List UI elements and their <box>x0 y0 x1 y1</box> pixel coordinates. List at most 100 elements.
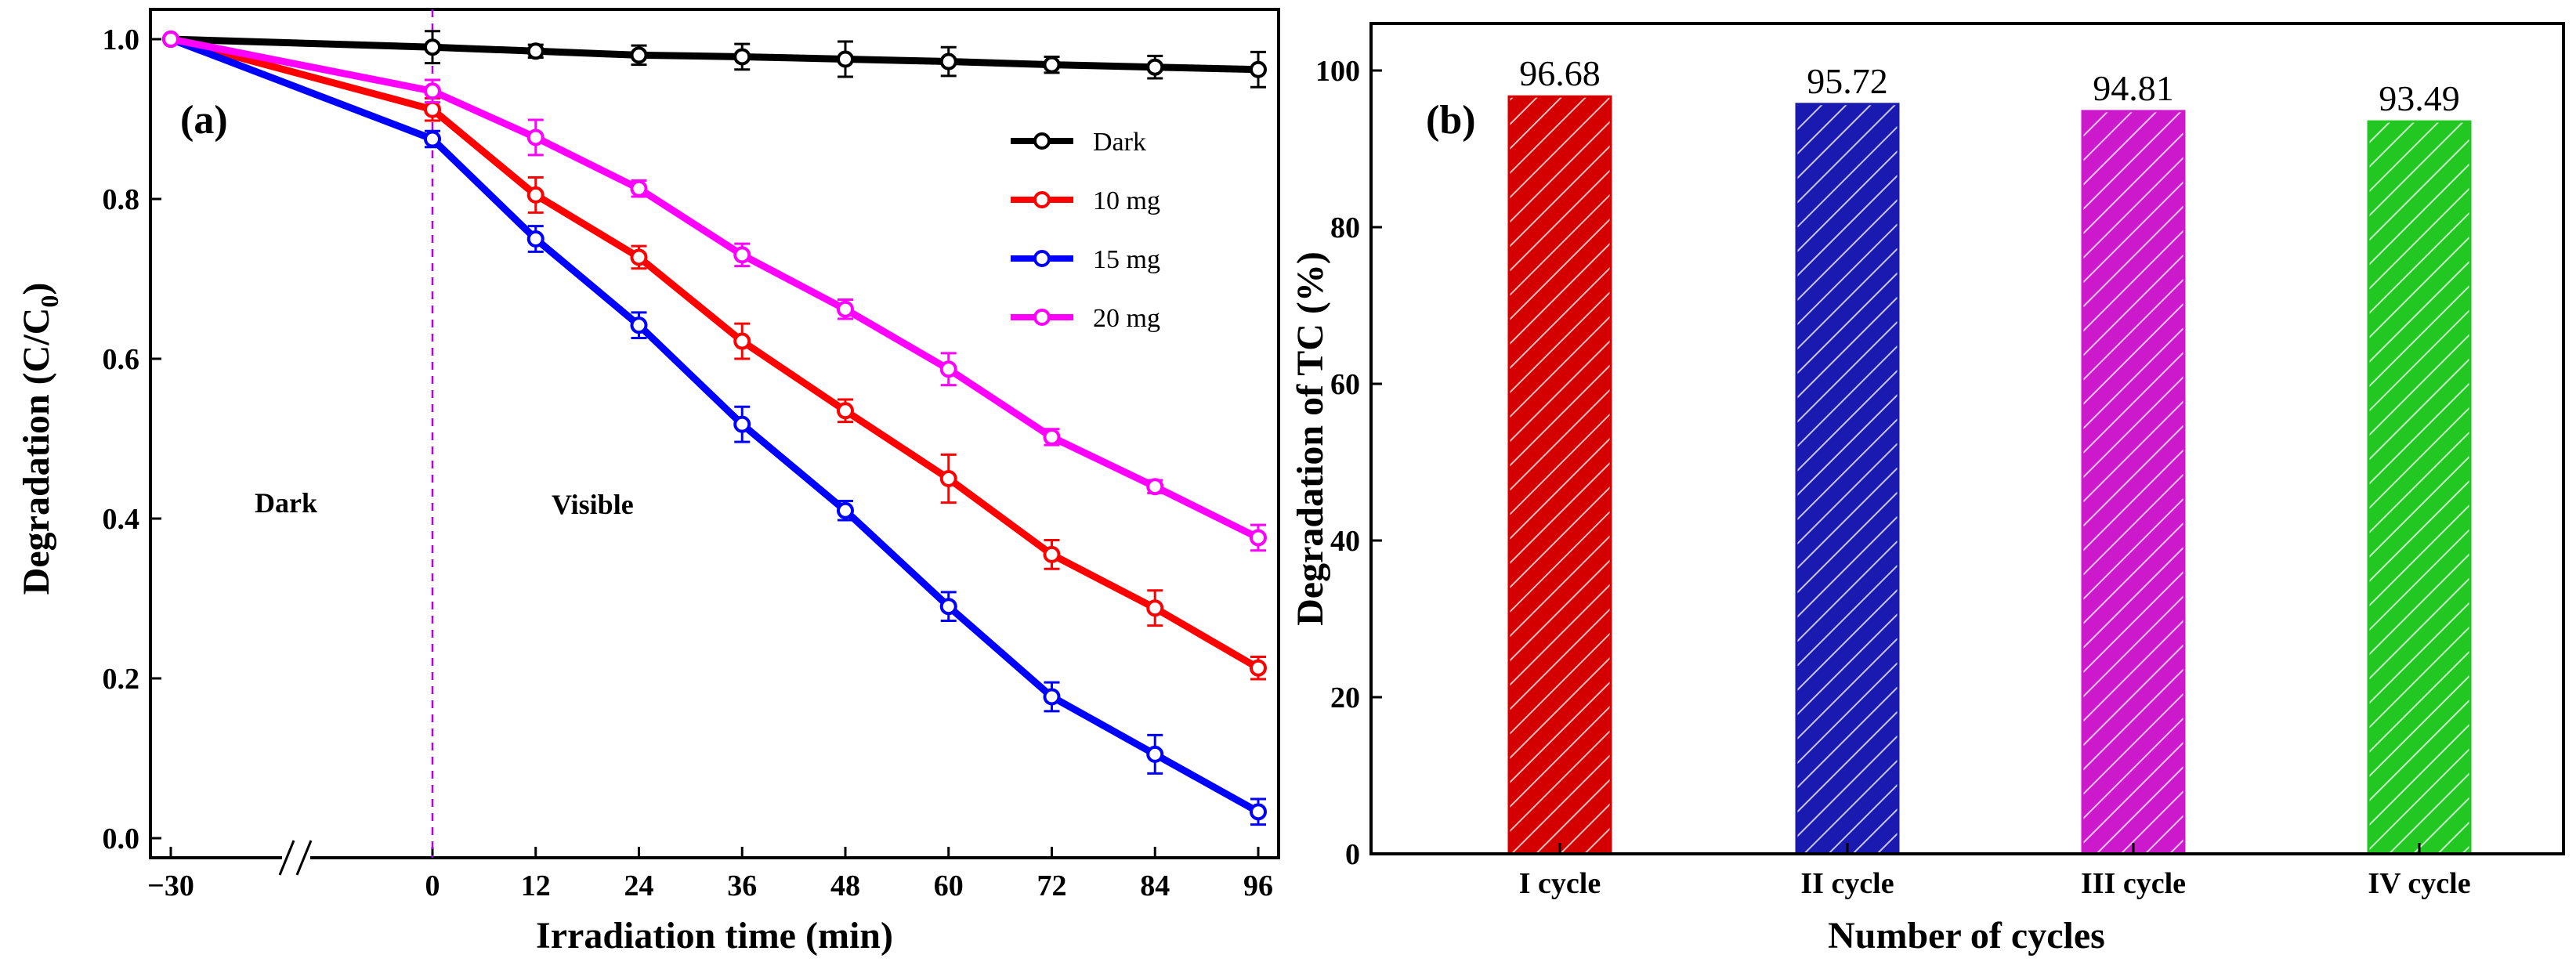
y-tick-label: 0.8 <box>103 183 140 216</box>
data-point <box>1043 428 1061 446</box>
y-tick-label: 20 <box>1330 682 1360 714</box>
data-point <box>630 316 648 334</box>
x-tick-label: 60 <box>934 870 964 902</box>
data-point <box>1146 599 1164 617</box>
legend-label-10-mg: 10 mg <box>1093 186 1160 215</box>
x-tick-label: I cycle <box>1519 867 1601 900</box>
x-tick-label: 48 <box>830 870 860 902</box>
data-point <box>1250 60 1267 78</box>
region-label-visible: Visible <box>552 489 634 520</box>
bar <box>1795 103 1900 855</box>
y-axis-title-subscript: 0 <box>35 295 63 308</box>
data-point <box>1146 478 1164 496</box>
legend-label-dark: Dark <box>1093 128 1146 157</box>
data-point <box>424 82 441 100</box>
y-tick-label: 80 <box>1330 212 1360 244</box>
data-point <box>939 598 957 616</box>
series-line <box>170 35 1259 74</box>
x-tick-label: 96 <box>1243 870 1273 902</box>
y-tick-label: 0.2 <box>103 663 140 696</box>
data-point <box>1250 659 1267 677</box>
data-point <box>733 332 751 350</box>
bar-iii-cycle: 94.81 <box>2081 68 2186 855</box>
y-axis-title-main: Degradation (C/C <box>16 308 57 595</box>
y-tick-label: 0.6 <box>103 343 140 376</box>
data-point <box>1043 688 1061 706</box>
bar <box>2367 120 2472 855</box>
series-line <box>169 35 1261 671</box>
panel-b-bar-chart: 96.68 95.72 94.81 93.49 0 20 40 60 80 100 I cycl… <box>1290 22 2565 956</box>
x-tick-label: 72 <box>1037 870 1067 902</box>
legend-label-15-mg: 15 mg <box>1093 245 1160 274</box>
bar-value-label: 94.81 <box>2093 68 2174 108</box>
y-axis-title-close: ) <box>16 283 57 295</box>
legend: Dark 10 mg 15 mg 20 mg <box>1011 128 1160 333</box>
data-point <box>526 42 545 60</box>
bar-ii-cycle: 95.72 <box>1795 61 1900 855</box>
data-point <box>939 470 957 487</box>
legend-marker-10-mg <box>1033 191 1051 208</box>
data-point <box>526 186 545 204</box>
region-label-dark: Dark <box>255 487 317 519</box>
x-axis-title: Irradiation time (min) <box>536 915 893 956</box>
y-tick-label: 40 <box>1330 525 1360 558</box>
y-tick-label: 1.0 <box>103 24 140 56</box>
x-tick-label: 36 <box>727 870 757 902</box>
y-axis-title-b: Degradation of TC (%) <box>1290 251 1331 626</box>
panel-b-label: (b) <box>1426 98 1476 143</box>
legend-marker-dark <box>1033 132 1051 150</box>
panel-b-plot-frame <box>1369 22 2565 855</box>
data-point <box>733 246 751 264</box>
data-point <box>630 46 648 64</box>
data-point <box>1146 745 1164 763</box>
y-tick-label: 60 <box>1330 368 1360 401</box>
x-tick-label: II cycle <box>1800 867 1894 900</box>
x-tick-label: 24 <box>624 870 654 902</box>
data-point <box>424 130 441 148</box>
data-point <box>1043 545 1061 563</box>
bar-value-label: 96.68 <box>1519 53 1601 93</box>
x-tick-label: 84 <box>1140 870 1170 902</box>
data-point <box>1146 58 1164 76</box>
data-point <box>837 300 854 318</box>
bar-value-label: 95.72 <box>1807 61 1888 101</box>
data-point <box>424 38 441 56</box>
data-point <box>424 100 441 118</box>
data-point <box>837 501 854 519</box>
data-point <box>1043 56 1061 74</box>
data-point <box>837 402 854 420</box>
panel-a-label: (a) <box>180 98 228 143</box>
data-point <box>939 360 957 378</box>
series-line <box>170 35 1260 541</box>
data-point <box>1250 529 1267 547</box>
panel-a-line-chart: 0.00.20.40.60.81.0 −30 0 12 24 36 48 60 72 84 96 … <box>16 8 1280 956</box>
bar-iv-cycle: 93.49 <box>2367 78 2472 855</box>
legend-marker-15-mg <box>1033 250 1051 267</box>
series-line <box>169 35 1261 815</box>
bar <box>1507 95 1612 855</box>
data-point <box>939 52 957 71</box>
series-20-mg <box>162 31 1267 552</box>
x-axis-title-b: Number of cycles <box>1828 915 2105 956</box>
y-axis-title: Degradation (C/C0) <box>16 283 63 595</box>
data-point <box>733 415 751 433</box>
y-tick-label: 0 <box>1345 838 1360 871</box>
x-tick-label: IV cycle <box>2368 867 2470 900</box>
axis-break-slash <box>295 840 313 876</box>
x-tick-label: −30 <box>147 870 194 902</box>
y-tick-label: 0.4 <box>103 503 140 536</box>
legend-marker-20-mg <box>1033 309 1051 326</box>
data-point <box>526 230 545 248</box>
bar <box>2081 110 2186 855</box>
data-point <box>526 128 545 146</box>
x-tick-label: 12 <box>521 870 551 902</box>
y-tick-label: 0.0 <box>103 823 140 855</box>
panel-a-plot-frame <box>149 8 1280 859</box>
x-tick-label: 0 <box>425 870 440 902</box>
data-point <box>162 31 179 48</box>
data-point <box>837 50 854 68</box>
y-tick-label: 100 <box>1315 55 1360 88</box>
data-point <box>1250 803 1267 821</box>
axis-break-slash <box>278 840 295 876</box>
